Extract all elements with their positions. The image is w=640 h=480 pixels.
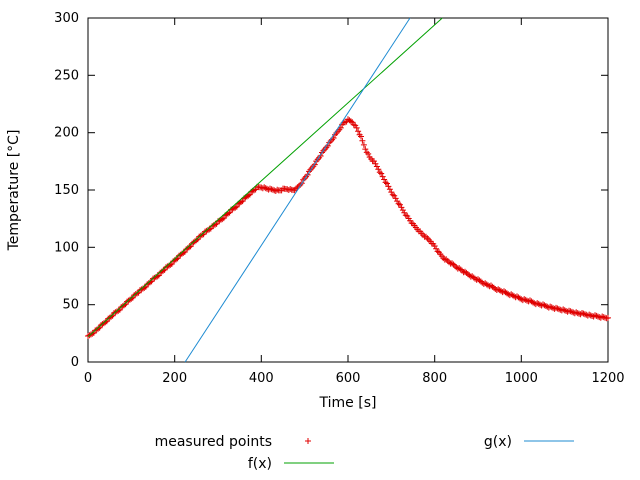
y-tick-label: 200 xyxy=(54,126,79,141)
legend-label-g-fit: g(x) xyxy=(484,434,512,450)
x-axis-title: Time [s] xyxy=(319,395,377,411)
y-tick-label: 100 xyxy=(54,240,79,255)
legend-label-measured-points: measured points xyxy=(155,434,272,450)
legend-sample-measured-points xyxy=(305,438,311,444)
x-tick-label: 600 xyxy=(336,371,361,386)
g-fit-line xyxy=(184,17,411,363)
x-tick-label: 1000 xyxy=(505,371,538,386)
y-tick-label: 0 xyxy=(71,355,79,370)
plot-border xyxy=(87,17,609,363)
x-tick-label: 0 xyxy=(84,371,92,386)
measured-points-markers xyxy=(85,116,611,339)
x-tick-label: 400 xyxy=(249,371,274,386)
legend-label-f-fit: f(x) xyxy=(248,456,272,472)
x-tick-label: 200 xyxy=(162,371,187,386)
f-fit-line xyxy=(87,17,443,338)
y-tick-label: 300 xyxy=(54,11,79,26)
y-tick-label: 50 xyxy=(62,298,79,313)
x-tick-label: 1200 xyxy=(591,371,624,386)
y-tick-label: 250 xyxy=(54,68,79,83)
y-axis-title: Temperature [°C] xyxy=(6,130,22,252)
y-tick-label: 150 xyxy=(54,183,79,198)
x-tick-label: 800 xyxy=(422,371,447,386)
